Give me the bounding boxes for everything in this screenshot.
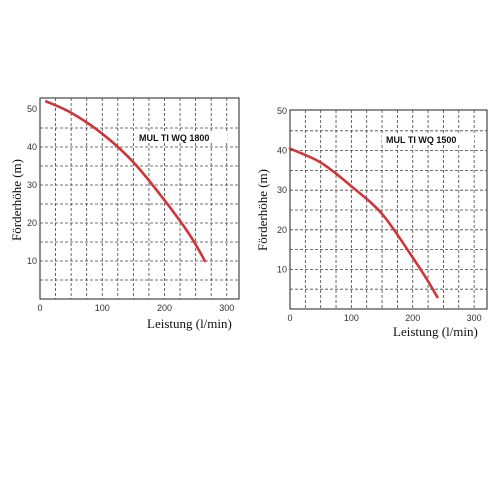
chart-2-xlabel: Leistung (l/min) (393, 324, 478, 339)
chart-1-xtick-label: 0 (37, 303, 42, 313)
chart-2-title-bg (382, 134, 474, 145)
chart-1-ytick-label: 10 (27, 256, 37, 266)
chart-1-title-bg (135, 132, 227, 143)
chart-1-xlabel: Leistung (l/min) (147, 316, 232, 331)
chart-2-xtick-label: 200 (405, 313, 420, 323)
chart-1-xtick-label: 100 (95, 303, 110, 313)
chart-2-curve (288, 147, 439, 299)
chart-1-ytick-label: 40 (27, 142, 37, 152)
chart-1-ticks: 0 100 200 300 10 20 30 40 50 (27, 104, 234, 313)
chart-2-ytick-label: 50 (277, 106, 287, 116)
chart-2-ytick-label: 20 (277, 225, 287, 235)
chart-1-frame (39, 97, 240, 300)
chart-2-xtick-label: 0 (287, 313, 292, 323)
chart-1: 0 100 200 300 10 20 30 40 50 MUL TI WQ 1800 Leis… (9, 97, 240, 331)
chart-1-xtick-label: 200 (157, 303, 172, 313)
chart-2-grid (290, 110, 487, 309)
chart-1-ytick-label: 50 (27, 104, 37, 114)
chart-1-ylabel: Förderhöhe (m) (9, 159, 24, 241)
chart-2-ytick-label: 30 (277, 185, 287, 195)
chart-1-ytick-label: 30 (27, 180, 37, 190)
chart-2: 0 100 200 300 10 20 30 40 50 MUL TI WQ 1500 Leis… (255, 106, 488, 339)
chart-2-ytick-label: 40 (277, 146, 287, 156)
chart-1-curve (44, 100, 207, 263)
chart-2-ylabel: Förderhöhe (m) (255, 169, 270, 251)
chart-2-xtick-label: 100 (344, 313, 359, 323)
chart-2-ytick-label: 10 (277, 264, 287, 274)
chart-2-ticks: 0 100 200 300 10 20 30 40 50 (277, 106, 482, 323)
chart-2-xtick-label: 300 (467, 313, 482, 323)
chart-1-ytick-label: 20 (27, 218, 37, 228)
chart-1-xtick-label: 300 (219, 303, 234, 313)
chart-2-title: MUL TI WQ 1500 (386, 135, 456, 145)
chart-1-title: MUL TI WQ 1800 (139, 133, 209, 143)
